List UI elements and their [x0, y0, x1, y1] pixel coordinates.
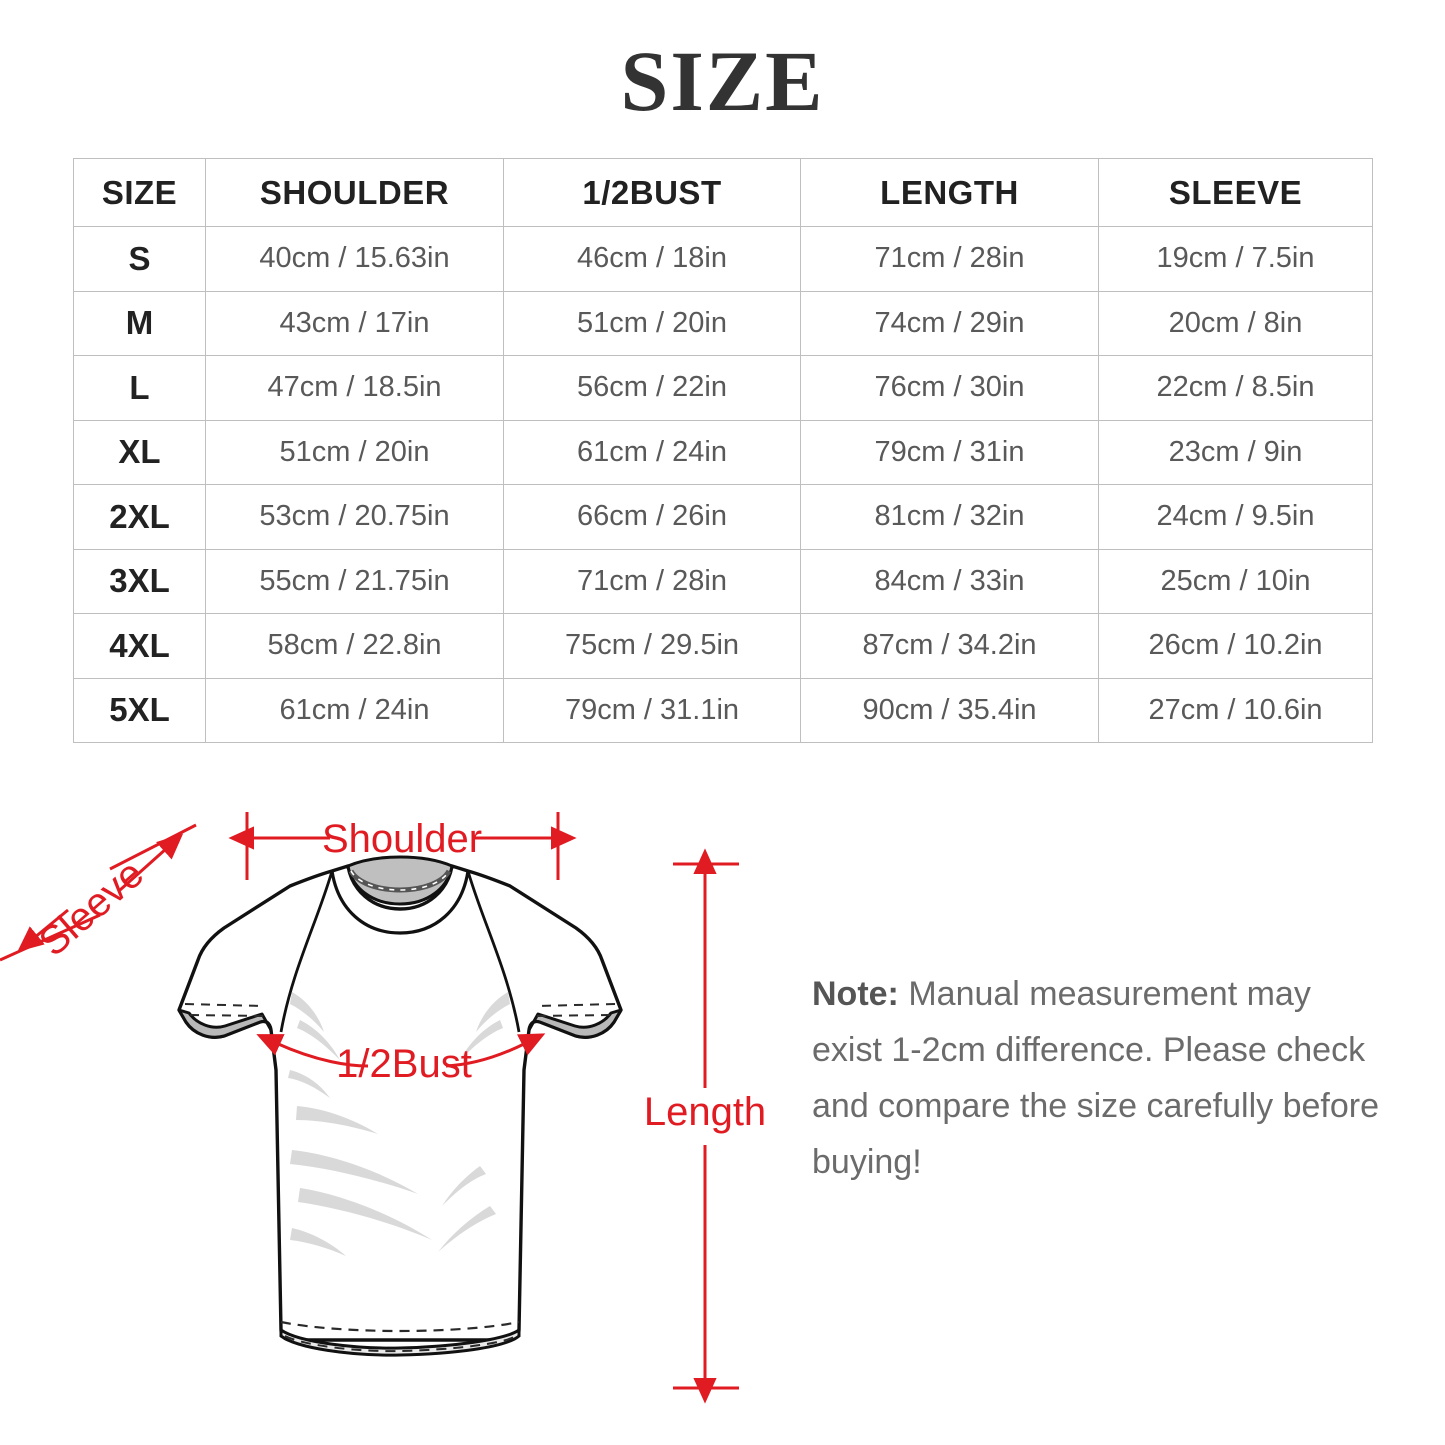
left-cuff-opening	[177, 1008, 273, 1039]
cell-size: 4XL	[73, 613, 206, 679]
cell-length: 79cm / 31in	[800, 419, 1099, 485]
cell-bust: 66cm / 26in	[503, 484, 801, 550]
cell-length: 87cm / 34.2in	[800, 613, 1099, 679]
shoulder-dimension: Shoulder	[228, 812, 577, 880]
cell-shoulder: 40cm / 15.63in	[205, 226, 504, 292]
shirt-outline	[177, 864, 623, 1342]
cell-sleeve: 26cm / 10.2in	[1098, 613, 1373, 679]
column-header-bust: 1/2BUST	[503, 158, 801, 227]
cell-length: 74cm / 29in	[800, 290, 1099, 356]
bust-arrow-right	[445, 1033, 546, 1068]
table-row: M 43cm / 17in 51cm / 20in 74cm / 29in 20…	[73, 290, 1373, 356]
left-armhole-seam	[279, 870, 334, 1033]
left-cuff-stitch-2	[189, 1014, 267, 1017]
column-header-shoulder: SHOULDER	[205, 158, 504, 227]
hem-stitch-upper	[280, 1320, 520, 1333]
right-cuff-stitch-1	[536, 1003, 616, 1007]
sleeve-tick-upper	[109, 823, 197, 871]
collar-stitch-dash	[350, 870, 450, 891]
cell-shoulder: 53cm / 20.75in	[205, 484, 504, 550]
table-row: 5XL 61cm / 24in 79cm / 31.1in 90cm / 35.…	[73, 677, 1373, 743]
tshirt-illustration	[177, 855, 623, 1357]
cell-length: 90cm / 35.4in	[800, 677, 1099, 743]
bust-label: 1/2Bust	[336, 1042, 472, 1086]
sleeve-dimension: Sleeve	[0, 823, 197, 965]
cell-shoulder: 61cm / 24in	[205, 677, 504, 743]
cell-shoulder: 47cm / 18.5in	[205, 355, 504, 421]
cell-sleeve: 27cm / 10.6in	[1098, 677, 1373, 743]
cell-sleeve: 25cm / 10in	[1098, 548, 1373, 614]
sleeve-arrow-down	[17, 908, 69, 952]
sleeve-arrow-up	[119, 833, 184, 892]
table-header-row: SIZE SHOULDER 1/2BUST LENGTH SLEEVE	[73, 158, 1373, 227]
cell-size: XL	[73, 419, 206, 485]
size-chart-table: SIZE SHOULDER 1/2BUST LENGTH SLEEVE S 40…	[73, 158, 1373, 743]
right-cuff-stitch-2	[533, 1014, 611, 1017]
cell-sleeve: 23cm / 9in	[1098, 419, 1373, 485]
column-header-size: SIZE	[73, 158, 206, 227]
tshirt-measurement-diagram: Shoulder Sleeve 1/2Bust Length	[0, 770, 800, 1445]
cell-bust: 75cm / 29.5in	[503, 613, 801, 679]
cell-size: 5XL	[73, 677, 206, 743]
note-lead-label: Note:	[812, 975, 899, 1013]
cell-bust: 79cm / 31.1in	[503, 677, 801, 743]
cell-shoulder: 43cm / 17in	[205, 290, 504, 356]
cell-size: 3XL	[73, 548, 206, 614]
table-row: S 40cm / 15.63in 46cm / 18in 71cm / 28in…	[73, 226, 1373, 292]
cell-size: 2XL	[73, 484, 206, 550]
page-title: SIZE	[620, 33, 825, 129]
table-row: 3XL 55cm / 21.75in 71cm / 28in 84cm / 33…	[73, 548, 1373, 614]
right-armhole-seam	[466, 870, 521, 1033]
cell-bust: 46cm / 18in	[503, 226, 801, 292]
measurement-note: Note: Manual measurement may exist 1-2cm…	[812, 966, 1382, 1190]
cell-length: 76cm / 30in	[800, 355, 1099, 421]
fabric-folds	[288, 992, 510, 1256]
note-body-text: Manual measurement may exist 1-2cm diffe…	[812, 975, 1379, 1181]
table-row: 2XL 53cm / 20.75in 66cm / 26in 81cm / 32…	[73, 484, 1373, 550]
column-header-sleeve: SLEEVE	[1098, 158, 1373, 227]
table-row: 4XL 58cm / 22.8in 75cm / 29.5in 87cm / 3…	[73, 613, 1373, 679]
neckline-outer	[330, 870, 470, 935]
shoulder-label: Shoulder	[322, 817, 482, 861]
length-label: Length	[644, 1090, 766, 1134]
cell-sleeve: 22cm / 8.5in	[1098, 355, 1373, 421]
cell-size: S	[73, 226, 206, 292]
cell-sleeve: 24cm / 9.5in	[1098, 484, 1373, 550]
bust-arrow-left	[256, 1034, 369, 1068]
length-dimension: Length	[644, 848, 766, 1404]
table-row: L 47cm / 18.5in 56cm / 22in 76cm / 30in …	[73, 355, 1373, 421]
right-cuff-opening	[527, 1008, 623, 1039]
cell-bust: 56cm / 22in	[503, 355, 801, 421]
left-cuff-stitch-1	[184, 1003, 264, 1007]
cell-shoulder: 51cm / 20in	[205, 419, 504, 485]
table-row: XL 51cm / 20in 61cm / 24in 79cm / 31in 2…	[73, 419, 1373, 485]
sleeve-tick-lower	[0, 913, 101, 962]
cell-sleeve: 19cm / 7.5in	[1098, 226, 1373, 292]
cell-length: 84cm / 33in	[800, 548, 1099, 614]
cell-length: 71cm / 28in	[800, 226, 1099, 292]
hem-stitch-lower	[284, 1335, 517, 1353]
cell-shoulder: 55cm / 21.75in	[205, 548, 504, 614]
cell-bust: 71cm / 28in	[503, 548, 801, 614]
column-header-length: LENGTH	[800, 158, 1099, 227]
cell-length: 81cm / 32in	[800, 484, 1099, 550]
cell-sleeve: 20cm / 8in	[1098, 290, 1373, 356]
cell-bust: 51cm / 20in	[503, 290, 801, 356]
cell-size: L	[73, 355, 206, 421]
collar-inner	[346, 855, 454, 906]
cell-bust: 61cm / 24in	[503, 419, 801, 485]
sleeve-label: Sleeve	[31, 851, 152, 964]
bust-dimension: 1/2Bust	[256, 1033, 546, 1086]
cell-shoulder: 58cm / 22.8in	[205, 613, 504, 679]
cell-size: M	[73, 290, 206, 356]
